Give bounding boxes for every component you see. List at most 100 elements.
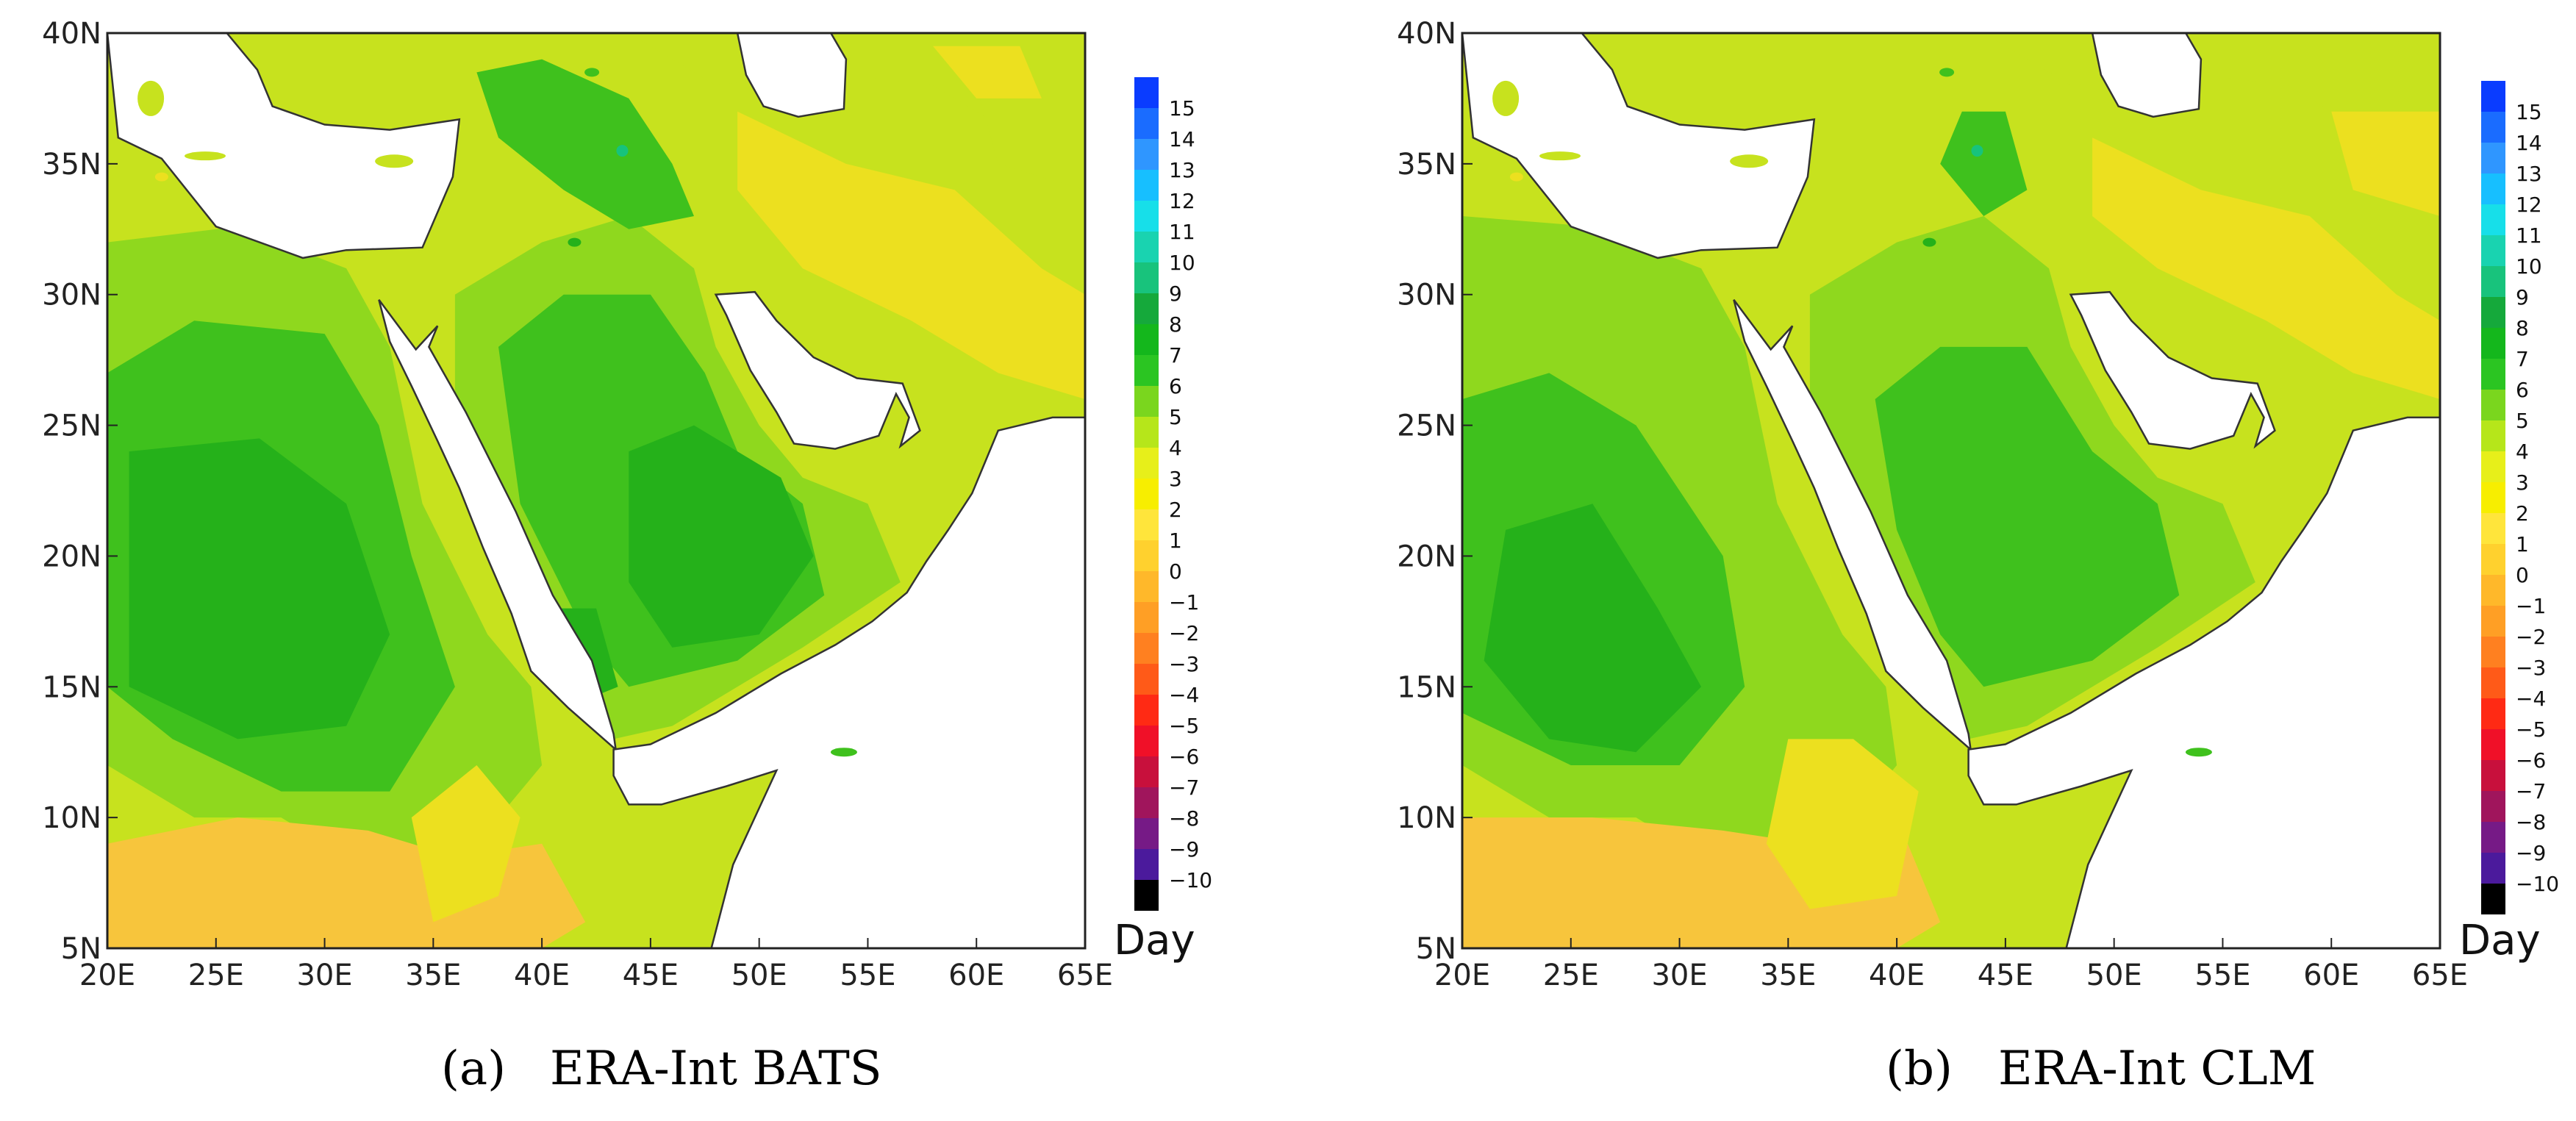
lon-tick-label: 35E	[1760, 959, 1816, 992]
field-spot	[1922, 237, 1936, 247]
lon-tick-label: 20E	[1434, 959, 1490, 992]
persian-gulf	[2069, 290, 2276, 450]
caption-a-title: ERA-Int BATS	[550, 1042, 882, 1096]
colorbar-swatch	[2481, 81, 2505, 112]
colorbar-swatch	[2481, 637, 2505, 667]
colorbar-tick-label: −1	[2516, 594, 2546, 618]
colorbar-tick-label: 2	[2516, 501, 2529, 526]
colorbar-swatch	[2481, 204, 2505, 235]
colorbar-tick-label: 12	[1169, 189, 1195, 213]
colorbar-swatch	[2481, 235, 2505, 266]
colorbar-swatch	[2481, 822, 2505, 853]
precip-field-2	[129, 438, 390, 739]
field-spot	[616, 145, 629, 157]
lon-tick-label: 25E	[1543, 959, 1599, 992]
caption-b: (b) ERA-Int CLM	[1886, 1042, 2316, 1096]
precip-field-10	[2331, 111, 2440, 216]
colorbar-tick-label: 5	[2516, 409, 2529, 433]
precip-field-7	[1940, 111, 2028, 216]
colorbar-tick-label: −6	[2516, 748, 2546, 773]
lat-tick-label: 35N	[1397, 148, 1456, 182]
colorbar-swatch	[1134, 324, 1159, 355]
precip-field-13	[933, 46, 1042, 99]
colorbar-swatch	[1134, 448, 1159, 479]
colorbar-swatch	[1134, 201, 1159, 232]
lat-tick-label: 25N	[1397, 409, 1456, 443]
colorbar-swatch	[1134, 540, 1159, 571]
lat-tick-label: 35N	[42, 148, 101, 182]
caption-b-label: (b)	[1886, 1042, 1953, 1096]
lon-tick-label: 40E	[1869, 959, 1925, 992]
colorbar-tick-label: 11	[1169, 220, 1195, 244]
field-spot	[154, 172, 168, 182]
colorbar-tick-label: 8	[2516, 316, 2529, 340]
lon-tick-label: 60E	[2303, 959, 2359, 992]
colorbar-tick-label: 13	[2516, 162, 2542, 186]
axis-ticks: 20E 25E 30E 35E 40E 45E 50E 55E 60E 65E 40N 35N 30N 2…	[42, 17, 1113, 992]
colorbar-tick-label: −4	[2516, 687, 2546, 711]
colorbar-swatch	[2481, 359, 2505, 390]
colorbar-swatch	[1134, 633, 1159, 664]
caption-a: (a) ERA-Int BATS	[441, 1042, 882, 1096]
map-frame	[106, 32, 1087, 950]
colorbar-swatch-bottom	[1134, 880, 1159, 911]
lat-tick-label: 5N	[61, 932, 101, 966]
colorbar-tick-label: 6	[1169, 374, 1182, 398]
lat-tick-label: 20N	[42, 540, 101, 573]
precip-field-3	[107, 817, 586, 948]
colorbar-swatch	[2481, 266, 2505, 297]
colorbar-swatch	[2481, 112, 2505, 143]
lon-tick-label: 55E	[2194, 959, 2250, 992]
colorbar-swatch	[1134, 170, 1159, 201]
colorbar-swatch	[1134, 293, 1159, 324]
cyprus-island	[375, 154, 414, 168]
lat-tick-label: 5N	[1416, 932, 1456, 966]
colorbar-swatch	[2481, 143, 2505, 173]
precip-field-4	[1766, 739, 1919, 909]
colorbar-swatch	[2481, 853, 2505, 884]
colorbar-tick-label: 0	[2516, 563, 2529, 587]
axis-ticks: 20E 25E 30E 35E 40E 45E 50E 55E 60E 65E 40N 35N 30N 2…	[1397, 17, 2468, 992]
arabian-sea	[612, 416, 1085, 948]
colorbar-tick-label: 13	[1169, 158, 1195, 182]
colorbar-swatch-bottom	[2481, 884, 2505, 914]
colorbar-tick-label: 7	[1169, 343, 1182, 368]
colorbar-tick-label: 5	[1169, 405, 1182, 429]
colorbar-tick-label: 12	[2516, 193, 2542, 217]
colorbar-tick-label: −8	[1169, 806, 1199, 831]
colorbar-tick-label: 8	[1169, 312, 1182, 337]
colorbar-swatch	[2481, 729, 2505, 760]
panel-a: 20E 25E 30E 35E 40E 45E 50E 55E 60E 65E 40N 35N 30N 2…	[42, 17, 1113, 992]
mediterranean-sea	[1462, 33, 1816, 259]
colorbar-unit-a: Day	[1114, 917, 1195, 964]
lon-tick-label: 35E	[405, 959, 461, 992]
colorbar-swatch	[2481, 513, 2505, 544]
colorbar-swatch	[1134, 664, 1159, 695]
socotra-island	[2185, 748, 2212, 757]
colorbar-tick-label: 7	[2516, 347, 2529, 371]
colorbar-swatch	[2481, 420, 2505, 451]
colorbar-tick-label: 9	[2516, 285, 2529, 309]
colorbar-tick-label: 2	[1169, 498, 1182, 522]
peloponnese-land	[137, 80, 165, 116]
panel-b: 20E 25E 30E 35E 40E 45E 50E 55E 60E 65E 40N 35N 30N 2…	[1397, 17, 2468, 992]
black-sea	[281, 33, 477, 35]
precip-field-6	[1875, 346, 2180, 687]
colorbar-swatch	[1134, 602, 1159, 633]
colorbar-swatch	[2481, 791, 2505, 822]
precip-field-9	[2092, 137, 2440, 400]
lon-tick-label: 40E	[514, 959, 570, 992]
caspian-sea	[2091, 33, 2203, 118]
colorbar-swatch	[1134, 417, 1159, 448]
colorbar-tick-label: 15	[2516, 100, 2542, 124]
caption-a-label: (a)	[441, 1042, 506, 1096]
peloponnese-land	[1492, 80, 1520, 116]
water-bodies	[107, 33, 1085, 948]
colorbar-tick-label: −9	[2516, 841, 2546, 865]
colorbar-swatch	[1134, 232, 1159, 262]
colorbar-tick-label: −7	[2516, 779, 2546, 803]
colorbar-tick-label: 0	[1169, 559, 1182, 584]
crete-island	[185, 151, 226, 161]
colorbar-tick-label: 9	[1169, 282, 1182, 306]
